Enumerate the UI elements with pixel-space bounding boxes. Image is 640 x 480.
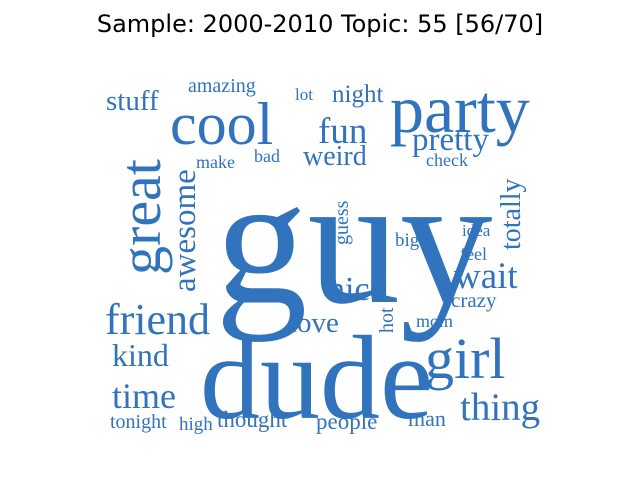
word-check: check bbox=[426, 150, 468, 170]
word-high: high bbox=[179, 414, 213, 435]
word-nice: nice bbox=[328, 271, 385, 308]
word-fun: fun bbox=[318, 111, 367, 152]
word-feel: feel bbox=[460, 244, 487, 264]
word-tonight: tonight bbox=[110, 411, 167, 433]
word-make: make bbox=[196, 152, 235, 172]
word-girl: girl bbox=[425, 326, 506, 391]
word-man: man bbox=[408, 406, 446, 431]
word-night: night bbox=[332, 81, 383, 108]
word-hot: hot bbox=[376, 307, 398, 333]
word-thing: thing bbox=[460, 386, 540, 429]
word-guess: guess bbox=[331, 200, 353, 245]
word-cool: cool bbox=[170, 91, 273, 157]
word-weird: weird bbox=[303, 141, 367, 172]
word-crazy: crazy bbox=[451, 288, 497, 312]
word-great: great bbox=[108, 159, 173, 275]
word-totally: totally bbox=[496, 178, 527, 250]
word-pretty: pretty bbox=[412, 122, 489, 158]
chart-title: Sample: 2000-2010 Topic: 55 [56/70] bbox=[96, 10, 544, 38]
word-idea: idea bbox=[462, 221, 491, 240]
word-stuff: stuff bbox=[106, 85, 159, 117]
word-thought: thought bbox=[217, 407, 288, 432]
word-kind: kind bbox=[112, 337, 169, 373]
word-party: party bbox=[390, 71, 530, 147]
word-guy: guy bbox=[215, 138, 493, 343]
word-wait: wait bbox=[454, 256, 518, 297]
word-dude: dude bbox=[200, 311, 433, 444]
word-amazing: amazing bbox=[188, 75, 256, 97]
word-lot: lot bbox=[295, 85, 313, 104]
word-love: love bbox=[289, 307, 339, 339]
word-bad: bad bbox=[254, 146, 280, 166]
word-awesome: awesome bbox=[167, 169, 203, 292]
word-time: time bbox=[112, 376, 176, 416]
word-people: people bbox=[316, 409, 377, 434]
word-mom: mom bbox=[416, 311, 453, 331]
word-big: big bbox=[395, 230, 420, 251]
word-friend: friend bbox=[105, 295, 210, 344]
